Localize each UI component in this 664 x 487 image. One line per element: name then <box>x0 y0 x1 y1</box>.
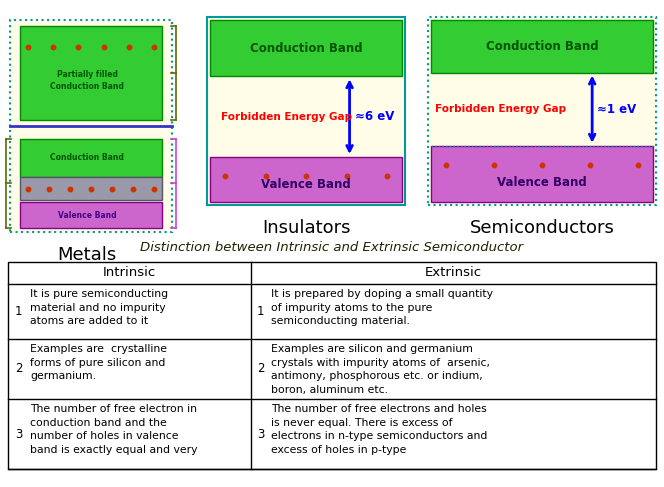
Text: The number of free electrons and holes
is never equal. There is excess of
electr: The number of free electrons and holes i… <box>271 404 487 455</box>
Text: Conduction Band: Conduction Band <box>250 42 363 55</box>
Bar <box>20 202 162 228</box>
Bar <box>8 262 656 469</box>
Text: Valence Band: Valence Band <box>58 210 116 220</box>
Text: Metals: Metals <box>57 246 117 264</box>
Bar <box>210 157 402 202</box>
Text: 3: 3 <box>15 428 23 441</box>
Text: Conduction Band: Conduction Band <box>50 153 124 162</box>
Text: Intrinsic: Intrinsic <box>103 266 156 280</box>
Text: It is prepared by doping a small quantity
of impurity atoms to the pure
semicond: It is prepared by doping a small quantit… <box>271 289 493 326</box>
Text: 1: 1 <box>15 305 23 318</box>
Bar <box>20 26 162 120</box>
Text: Conduction Band: Conduction Band <box>485 40 598 53</box>
Bar <box>428 17 656 205</box>
Text: 2: 2 <box>15 362 23 375</box>
Text: Insulators: Insulators <box>262 219 350 237</box>
Text: ≈1 eV: ≈1 eV <box>597 103 636 115</box>
Text: Semiconductors: Semiconductors <box>469 219 614 237</box>
Bar <box>431 20 653 73</box>
Text: 3: 3 <box>257 428 264 441</box>
Text: The number of free electron in
conduction band and the
number of holes in valenc: The number of free electron in conductio… <box>30 404 197 455</box>
Text: Forbidden Energy Gap: Forbidden Energy Gap <box>221 112 352 122</box>
Text: 1: 1 <box>257 305 264 318</box>
Text: Examples are silicon and germanium
crystals with impurity atoms of  arsenic,
ant: Examples are silicon and germanium cryst… <box>271 344 490 395</box>
Bar <box>210 20 402 76</box>
Text: It is pure semiconducting
material and no impurity
atoms are added to it: It is pure semiconducting material and n… <box>30 289 168 326</box>
Text: Distinction between Intrinsic and Extrinsic Semiconductor: Distinction between Intrinsic and Extrin… <box>141 241 523 254</box>
Text: Valence Band: Valence Band <box>261 178 351 191</box>
Text: Extrinsic: Extrinsic <box>425 266 482 280</box>
Bar <box>20 139 162 177</box>
Text: Forbidden Energy Gap: Forbidden Energy Gap <box>435 104 566 114</box>
Bar <box>20 177 162 200</box>
Text: Examples are  crystalline
forms of pure silicon and
germanium.: Examples are crystalline forms of pure s… <box>30 344 167 381</box>
Text: 2: 2 <box>257 362 264 375</box>
Text: Partially filled
Conduction Band: Partially filled Conduction Band <box>50 71 124 91</box>
Bar <box>431 146 653 202</box>
Bar <box>10 20 172 232</box>
Text: ≈6 eV: ≈6 eV <box>355 110 394 123</box>
Text: Valence Band: Valence Band <box>497 176 587 189</box>
Bar <box>207 17 405 205</box>
